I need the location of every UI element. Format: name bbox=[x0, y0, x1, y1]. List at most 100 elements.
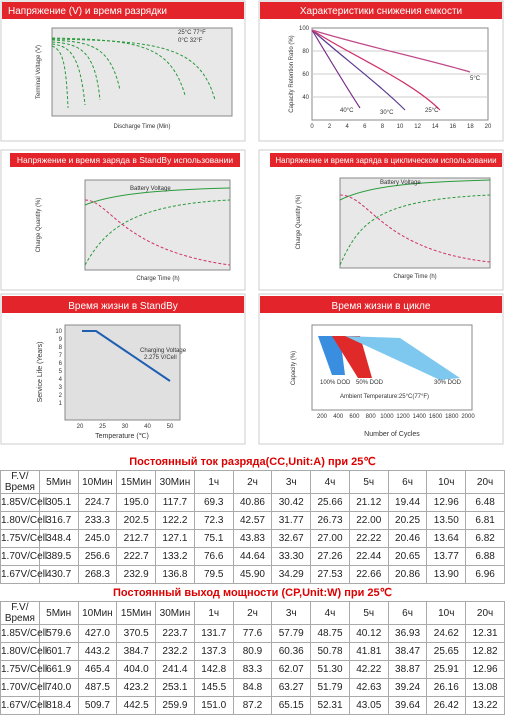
table-cell: 1ч bbox=[193, 601, 234, 625]
table-row: 1.67V/Cell 818.4 509.7 442.5 259.9 151.0 87.2 6… bbox=[0, 696, 505, 715]
table-cell: 50.78 bbox=[310, 642, 350, 661]
table-cell: 10ч bbox=[426, 470, 467, 494]
table-cell: 465.4 bbox=[77, 660, 118, 679]
table-cell: 212.7 bbox=[116, 529, 157, 548]
table-row: 1.70V/Cell 740.0 487.5 423.2 253.1 145.5 84.8 6… bbox=[0, 678, 505, 697]
table-cell: 487.5 bbox=[77, 678, 118, 697]
curve-label: Battery Voltage bbox=[130, 186, 171, 192]
tick-label: 4 bbox=[59, 377, 63, 383]
tick-label: 80 bbox=[302, 49, 309, 55]
table-cell: 27.53 bbox=[310, 565, 350, 584]
table-cell: 142.8 bbox=[193, 660, 234, 679]
tick-label: 8 bbox=[381, 124, 385, 130]
tick-label: 0 bbox=[310, 124, 314, 130]
table-cell: 13.50 bbox=[426, 511, 467, 530]
tick-label: 16 bbox=[449, 124, 456, 130]
axis-label: Discharge Time (Min) bbox=[113, 124, 170, 130]
band-50 bbox=[332, 336, 372, 378]
panel-title: Напряжение и время заряда в циклическом … bbox=[275, 156, 496, 165]
table-title: Постоянный выход мощности (CP,Unit:W) пр… bbox=[113, 587, 392, 599]
plot-area bbox=[64, 324, 181, 421]
table-cell: 38.87 bbox=[387, 660, 428, 679]
table-cell: 22.00 bbox=[348, 511, 389, 530]
tick-label: 2 bbox=[328, 124, 332, 130]
panel-headers bbox=[2, 2, 502, 313]
table-cell: 6.96 bbox=[465, 565, 505, 584]
tick-label: 20 bbox=[485, 124, 492, 130]
table-cell: 26.16 bbox=[426, 678, 467, 697]
tick-label: 40 bbox=[302, 95, 309, 101]
table-cell: 223.7 bbox=[155, 624, 195, 643]
table-cell: 57.79 bbox=[271, 624, 312, 643]
tick-label: 25 bbox=[99, 424, 106, 430]
table-row: 1.85V/Cell 579.6 427.0 370.5 223.7 131.7 77.6 5… bbox=[0, 624, 505, 643]
table-cell: 34.29 bbox=[271, 565, 312, 584]
table-cell: 20ч bbox=[465, 601, 505, 625]
plot-area bbox=[51, 27, 233, 117]
table-cell: 60.36 bbox=[271, 642, 312, 661]
table-cell: 25.91 bbox=[426, 660, 467, 679]
table-cell: 39.64 bbox=[387, 696, 428, 715]
table-cell: 13.22 bbox=[465, 696, 505, 715]
table-cell: 84.8 bbox=[232, 678, 273, 697]
table-cell: 145.5 bbox=[193, 678, 234, 697]
tick-label: 60 bbox=[302, 72, 309, 78]
tick-label: 1000 bbox=[380, 414, 394, 420]
table-cell: 1.85V/Cell bbox=[0, 493, 47, 512]
annotation: Charging Voltage bbox=[140, 348, 187, 354]
table-cell: 51.79 bbox=[310, 678, 350, 697]
table-cell: 32.67 bbox=[271, 529, 312, 548]
table-cell: 1.80V/Cell bbox=[0, 642, 47, 661]
tick-label: 18 bbox=[467, 124, 474, 130]
table-cell: 370.5 bbox=[116, 624, 157, 643]
tick-label: 8 bbox=[59, 345, 63, 351]
table-cell: 36.93 bbox=[387, 624, 428, 643]
table-cell: 4ч bbox=[310, 601, 350, 625]
table-cell: 1.85V/Cell bbox=[0, 624, 47, 643]
table-cell: 5ч bbox=[348, 470, 389, 494]
table-cell: 133.2 bbox=[155, 547, 195, 566]
table-cell: F.V/Время bbox=[0, 601, 40, 625]
axis-label: Charge Quantity (%) bbox=[296, 195, 302, 250]
table-cell: 26.73 bbox=[310, 511, 350, 530]
tables: Постоянный ток разряда(CC,Unit:A) при 25… bbox=[0, 453, 505, 715]
table-cell: 42.63 bbox=[348, 678, 389, 697]
table-cell: 195.0 bbox=[116, 493, 157, 512]
table-cell: 232.9 bbox=[116, 565, 157, 584]
tick-label: 6 bbox=[363, 124, 367, 130]
data-table: Постоянный ток разряда(CC,Unit:A) при 25… bbox=[0, 453, 505, 715]
tick-label: 400 bbox=[333, 414, 344, 420]
table-cell: 43.05 bbox=[348, 696, 389, 715]
table-cell: F.V/Время bbox=[0, 470, 40, 494]
table-row: 1.70V/Cell 389.5 256.6 222.7 133.2 76.6 44.64 3… bbox=[0, 547, 505, 566]
curve-label: 40°C bbox=[340, 108, 354, 114]
curve-label: 25°C bbox=[425, 108, 439, 114]
table-cell: 30Мин bbox=[155, 470, 195, 494]
table-cell: 76.6 bbox=[193, 547, 234, 566]
table-cell: 20.46 bbox=[387, 529, 428, 548]
table-cell: 52.31 bbox=[310, 696, 350, 715]
table-cell: 42.57 bbox=[232, 511, 273, 530]
table-cell: 44.64 bbox=[232, 547, 273, 566]
table-cell: 77.6 bbox=[232, 624, 273, 643]
table-cell: 5Мин bbox=[38, 470, 79, 494]
table-cell: 241.4 bbox=[155, 660, 195, 679]
table-cell: 384.7 bbox=[116, 642, 157, 661]
table-cell: 26.42 bbox=[426, 696, 467, 715]
table-cell: 22.22 bbox=[348, 529, 389, 548]
table-cell: 4ч bbox=[310, 470, 350, 494]
curve-label: 5°C bbox=[470, 76, 481, 82]
table-cell: 1.70V/Cell bbox=[0, 678, 47, 697]
table-cell: 509.7 bbox=[77, 696, 118, 715]
grid bbox=[312, 50, 488, 98]
table-cell: 259.9 bbox=[155, 696, 195, 715]
tick-label: 5 bbox=[59, 369, 63, 375]
table-cell: 27.00 bbox=[310, 529, 350, 548]
table-cell: 423.2 bbox=[116, 678, 157, 697]
table-cell: 15Мин bbox=[116, 470, 157, 494]
table-cell: 20.25 bbox=[387, 511, 428, 530]
table-cell: 3ч bbox=[271, 470, 312, 494]
tick-label: 20 bbox=[77, 424, 84, 430]
table-row: 1.75V/Cell 661.9 465.4 404.0 241.4 142.8 83.3 6… bbox=[0, 660, 505, 679]
table-cell: 51.30 bbox=[310, 660, 350, 679]
